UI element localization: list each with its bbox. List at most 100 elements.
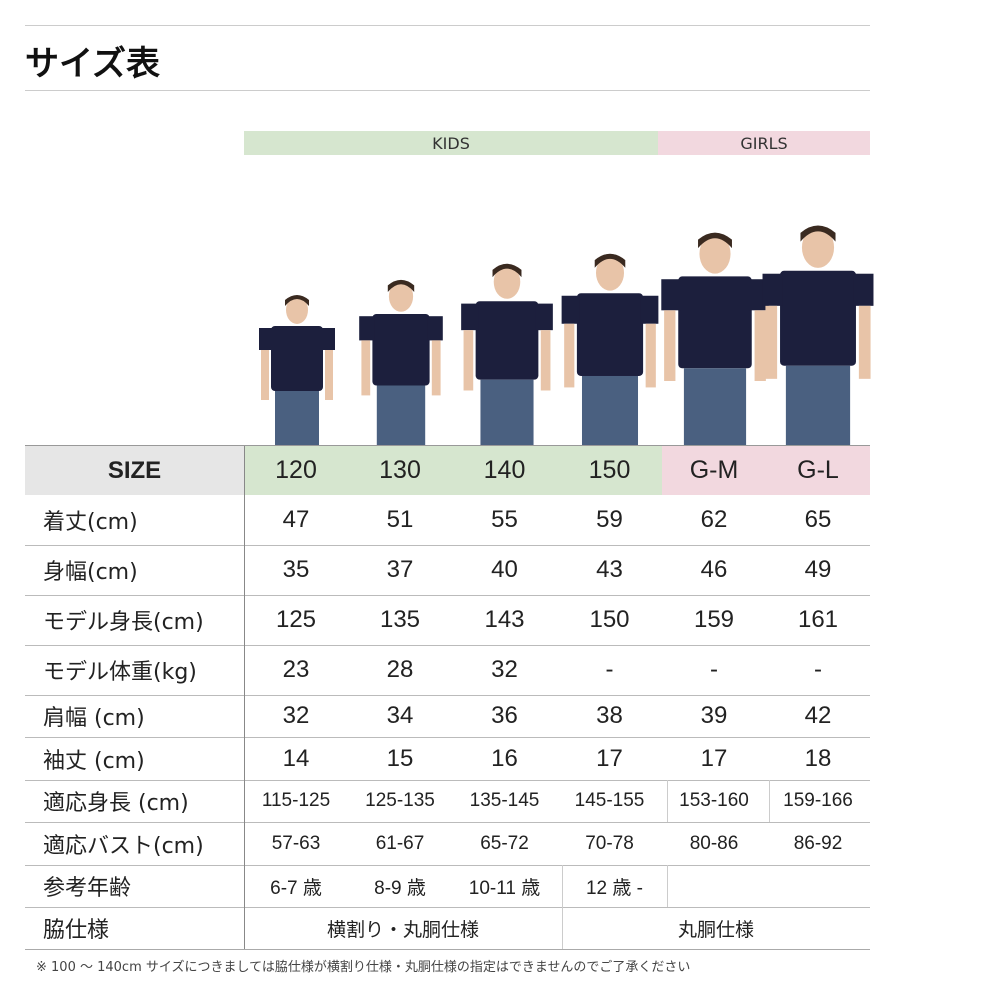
size-header-150: 150 — [557, 446, 662, 495]
table-cell: 丸胴仕様 — [677, 919, 754, 941]
table-cell: 38 — [596, 702, 623, 729]
table-cell: 46 — [700, 556, 728, 583]
size-header-140: 140 — [452, 446, 557, 495]
table-cell: 横割り・丸胴仕様 — [326, 919, 479, 941]
table-cell: 150 — [589, 606, 630, 633]
table-cell: 153-160 — [679, 790, 749, 811]
table-cell: 28 — [386, 656, 414, 683]
row-divider — [25, 780, 870, 781]
table-cell: 17 — [596, 744, 623, 772]
table-cell: 62 — [700, 506, 728, 533]
size-header-G-M: G-M — [662, 446, 766, 495]
column-divider — [769, 780, 770, 822]
table-cell: 161 — [797, 606, 839, 633]
model-G-L — [762, 225, 874, 446]
table-cell: 65 — [804, 506, 832, 533]
column-divider — [667, 780, 668, 822]
table-cell: 32 — [282, 702, 310, 729]
row-divider — [25, 595, 870, 596]
column-divider — [562, 865, 563, 907]
model-140 — [461, 263, 553, 446]
model-G-M — [661, 232, 769, 446]
table-cell: 43 — [596, 556, 623, 583]
row-label: 袖丈 (cm) — [43, 748, 145, 774]
row-label: モデル体重(kg) — [43, 660, 197, 685]
table-cell: 23 — [282, 656, 310, 683]
row-label: 適応身長 (cm) — [43, 791, 189, 816]
kids-group-label: KIDS — [244, 131, 658, 155]
row-label: 脇仕様 — [43, 918, 110, 943]
size-header-label: SIZE — [25, 446, 244, 495]
table-cell: 34 — [386, 702, 414, 729]
table-cell: 15 — [386, 744, 414, 772]
row-label: 身幅(cm) — [43, 560, 138, 585]
table-cell: 10-11 歳 — [468, 877, 541, 899]
table-cell: 40 — [491, 556, 518, 583]
size-header-130: 130 — [348, 446, 452, 495]
model-photos — [259, 225, 874, 446]
row-divider — [25, 949, 870, 950]
table-cell: 51 — [386, 506, 414, 533]
top-divider — [25, 25, 870, 26]
table-cell: 32 — [491, 656, 518, 683]
row-divider — [25, 907, 870, 908]
size-header-120: 120 — [244, 446, 348, 495]
table-cell: 36 — [491, 702, 518, 729]
table-cell: 35 — [282, 556, 310, 583]
table-top-border — [25, 445, 870, 446]
size-header-G-L: G-L — [766, 446, 870, 495]
title-divider — [25, 90, 870, 91]
table-cell: 42 — [804, 702, 832, 729]
table-cell: 61-67 — [375, 832, 425, 854]
table-cell: 37 — [386, 556, 414, 583]
table-cell: 70-78 — [585, 832, 634, 854]
column-divider — [562, 907, 563, 949]
page-title: サイズ表 — [25, 44, 160, 84]
table-cell: 17 — [700, 744, 728, 772]
table-cell: 57-63 — [271, 832, 321, 854]
table-cell: 86-92 — [793, 832, 843, 854]
row-label: 肩幅 (cm) — [43, 706, 145, 731]
table-cell: 55 — [491, 506, 518, 533]
table-cell: 14 — [282, 744, 310, 772]
table-cell: 65-72 — [480, 832, 529, 854]
row-label: 適応バスト(cm) — [43, 833, 204, 859]
table-cell: 47 — [282, 506, 310, 533]
table-cell: 135-145 — [469, 790, 540, 811]
row-divider — [25, 822, 870, 823]
table-cell: 145-155 — [574, 790, 645, 811]
row-label: モデル身長(cm) — [43, 610, 204, 635]
table-cell: - — [605, 656, 614, 683]
table-cell: 159 — [693, 606, 735, 633]
footnote: ※ 100 〜 140cm サイズにつきましては脇仕様が横割り仕様・丸胴仕様の指… — [36, 960, 691, 975]
row-divider — [25, 645, 870, 646]
table-cell: 135 — [379, 606, 421, 633]
table-cell: 115-125 — [261, 790, 331, 811]
table-cell: 6-7 歳 — [270, 877, 322, 899]
table-cell: 80-86 — [689, 832, 739, 854]
model-130 — [359, 279, 443, 446]
row-divider — [25, 865, 870, 866]
table-cell: 125-135 — [365, 790, 435, 811]
row-label: 着丈(cm) — [43, 510, 138, 535]
label-column-divider — [244, 446, 245, 949]
model-120 — [259, 295, 335, 446]
row-divider — [25, 695, 870, 696]
table-cell: 12 歳 - — [585, 877, 644, 899]
table-cell: 18 — [804, 744, 832, 772]
table-cell: - — [814, 656, 822, 683]
table-cell: 49 — [804, 556, 832, 583]
table-cell: 8-9 歳 — [374, 877, 426, 899]
table-cell: 125 — [275, 606, 317, 633]
table-cell: 143 — [484, 606, 525, 633]
table-cell: 59 — [596, 506, 623, 533]
row-divider — [25, 737, 870, 738]
model-150 — [561, 253, 659, 446]
table-cell: 16 — [491, 744, 518, 772]
row-label: 参考年齢 — [43, 876, 132, 901]
column-divider — [667, 865, 668, 907]
table-cell: 159-166 — [783, 790, 853, 811]
row-divider — [25, 545, 870, 546]
girls-group-label: GIRLS — [658, 131, 870, 155]
table-cell: - — [710, 656, 718, 683]
